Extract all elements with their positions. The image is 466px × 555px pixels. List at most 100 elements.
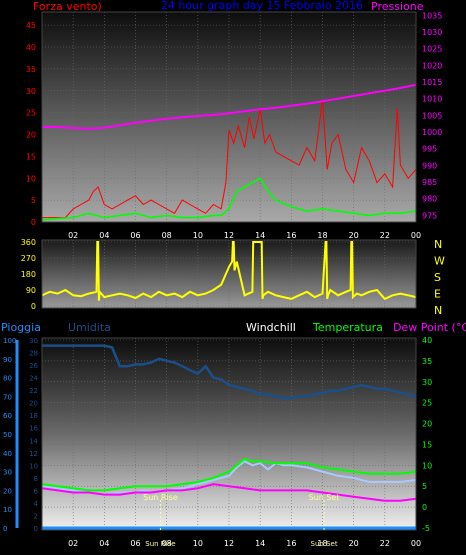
rain-tick-label: 60 [3,412,12,420]
temperature-tick-label: 10 [422,461,432,470]
pressure-tick-label: 1010 [422,95,442,104]
sun-marker-label: Sun Set [309,493,340,502]
temperature-tick-label: 15 [422,440,432,449]
direction-tick-label: 270 [21,254,36,263]
humidity-tick-label: 20 [29,400,38,408]
pressure-tick-label: 1005 [422,111,442,120]
temperature-tick-label: -5 [422,524,430,533]
wind-tick-label: 20 [26,131,36,140]
temperature-x-tick-label: 10 [193,539,203,548]
temperature-tick-label: 40 [422,336,432,345]
wind-x-tick-label: 04 [99,231,109,240]
wind-tick-label: 5 [31,196,36,205]
pressure-axis-label: Pressione [371,0,424,13]
direction-tick-label: 180 [21,270,36,279]
wind-series-layer [42,83,416,221]
pressure-tick-label: 975 [422,211,437,220]
humidity-tick-label: 0 [34,525,38,533]
sun-marker-x-label: Sun Rise [145,540,175,548]
temperature-x-tick-label: 08 [162,539,172,548]
temperature-series-layer [42,344,416,530]
wind-x-tick-label: 18 [317,231,327,240]
sun-marker-x-label: Sun Set [311,540,338,548]
wind-tick-label: 0 [31,218,36,227]
temperature-tick-label: 0 [422,503,427,512]
humidity-tick-label: 2 [34,512,38,520]
rain-tick-label: 90 [3,356,12,364]
humidity-tick-label: 30 [29,337,38,345]
temperature-x-tick-label: 18 [317,539,327,548]
temperature-x-tick-label: 12 [224,539,234,548]
temperature-x-tick-label: 00 [411,539,421,548]
humidity-tick-label: 10 [29,462,38,470]
humidity-tick-label: 6 [34,487,39,495]
temperature-tick-label: 20 [422,420,432,429]
rain-tick-label: 50 [3,431,12,439]
temperature-plot-frame [41,337,417,531]
temperature-x-tick-label: 02 [68,539,78,548]
pressure-tick-label: 985 [422,178,437,187]
wind-tick-label: 15 [26,152,36,161]
wind-x-axis: 02 04 06 08 10 12 14 16 18 20 22 00 [68,231,421,240]
temperature-label: Temperatura [312,321,383,334]
wind-x-tick-label: 00 [411,231,421,240]
temperature-x-tick-label: 16 [286,539,296,548]
sun-annotations: Sun Rise Sun Rise Sun Set Sun Set [143,493,339,548]
wind-axis-label: Forza vento) [33,0,102,13]
rain-tick-label: 40 [3,450,12,458]
pressure-tick-label: 990 [422,161,437,170]
pressure-right-axis: 975 980 985 990 995 1000 1005 1010 1015 1020 1025 1… [422,11,442,220]
series-line-umidita [42,344,416,400]
humidity-tick-label: 8 [34,475,38,483]
compass-label: E [434,288,441,301]
rain-tick-label: 0 [3,525,7,533]
temperature-x-tick-label: 14 [255,539,265,548]
direction-tick-label: 90 [26,286,36,295]
sun-marker-label: Sun Rise [143,493,178,502]
rain-axis: 0 10 20 30 40 50 60 70 80 90 100 [3,337,16,533]
wind-tick-label: 25 [26,109,36,118]
rain-tick-label: 100 [3,337,16,345]
pressure-tick-label: 1025 [422,45,442,54]
compass-label: S [434,271,441,284]
chart-title: 24 hour graph day 15 Febbraio 2016 [161,0,363,12]
wind-tick-label: 10 [26,174,36,183]
series-line-wind-direction [42,241,416,301]
wind-tick-label: 40 [26,43,36,52]
pressure-tick-label: 995 [422,145,437,154]
temperature-x-tick-label: 06 [130,539,140,548]
humidity-tick-label: 12 [29,450,38,458]
pressure-tick-label: 1015 [422,78,442,87]
windchill-label: Windchill [246,321,296,334]
direction-left-axis: 0 90 180 270 360 [21,238,36,311]
temperature-axis: -5 0 5 10 15 20 25 30 35 40 [422,336,432,533]
humidity-tick-label: 16 [29,425,38,433]
humidity-tick-label: 18 [29,412,38,420]
direction-series-layer [42,241,416,301]
series-line-forza-vento [42,99,416,219]
direction-plot-frame [41,239,417,309]
temperature-tick-label: 35 [422,357,432,366]
series-line-windchill [42,460,416,496]
rain-tick-label: 80 [3,375,12,383]
temperature-tick-label: 30 [422,378,432,387]
wind-x-tick-label: 20 [349,231,359,240]
temperature-x-tick-label: 20 [349,539,359,548]
rain-tick-label: 30 [3,469,12,477]
wind-x-tick-label: 08 [162,231,172,240]
pressure-tick-label: 1000 [422,128,442,137]
pressure-tick-label: 1035 [422,11,442,20]
wind-x-tick-label: 06 [130,231,140,240]
rain-tick-label: 20 [3,487,12,495]
series-line-pressione [42,83,416,130]
wind-x-tick-label: 22 [380,231,390,240]
rain-tick-label: 10 [3,506,12,514]
wind-x-tick-label: 10 [193,231,203,240]
compass-label: N [434,238,442,251]
temperature-x-tick-label: 22 [380,539,390,548]
